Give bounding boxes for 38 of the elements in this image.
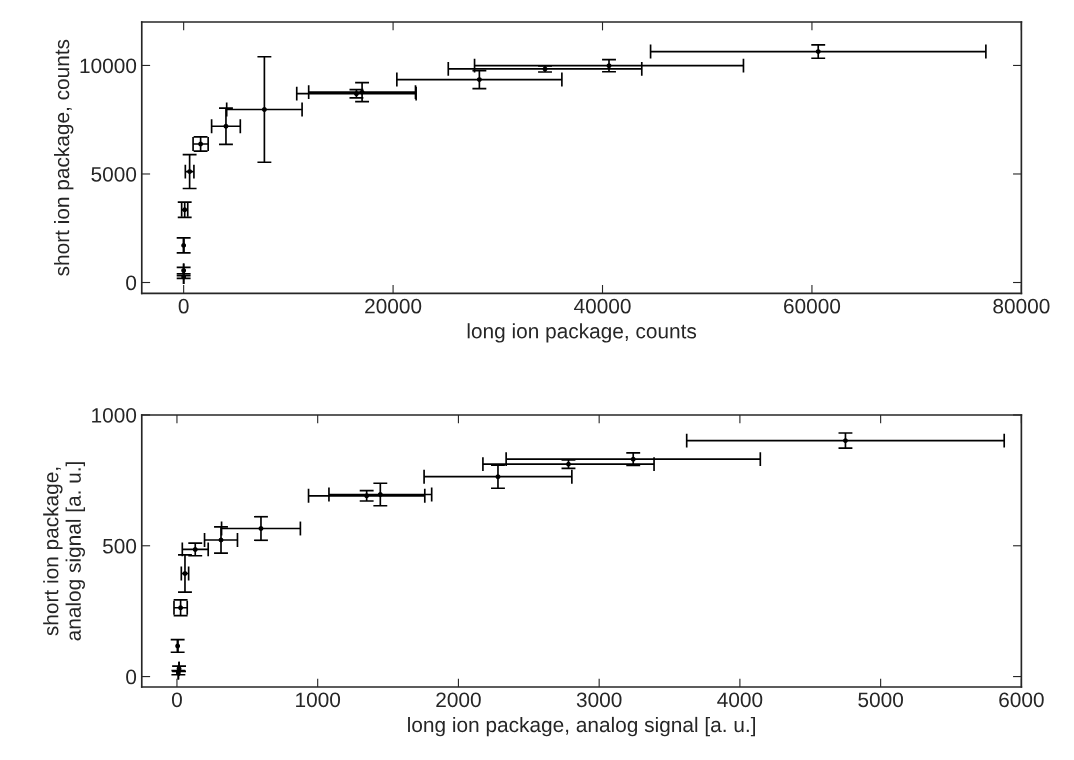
x-axis-title: long ion package, analog signal [a. u.] bbox=[408, 716, 755, 737]
y-tick-label: 500 bbox=[102, 538, 137, 554]
x-tick-label: 4000 bbox=[717, 692, 763, 708]
point bbox=[476, 77, 482, 82]
x-tick-label: 5000 bbox=[858, 692, 903, 708]
y-axis-title: short ion package, counts bbox=[54, 39, 74, 276]
point bbox=[364, 493, 370, 499]
y-tick-label: 0 bbox=[126, 275, 137, 291]
x-tick-label: 0 bbox=[178, 298, 189, 314]
point bbox=[218, 537, 224, 543]
point bbox=[178, 605, 184, 611]
x-axis-title: long ion package, counts bbox=[467, 323, 697, 343]
x-tick-label: 3000 bbox=[576, 692, 622, 708]
point bbox=[630, 456, 636, 462]
y-axis-title: short ion package, analog signal [a. u.] bbox=[43, 462, 86, 641]
point bbox=[258, 526, 264, 531]
y-tick-label: 10000 bbox=[80, 58, 137, 74]
point bbox=[495, 474, 501, 480]
x-tick-label: 80000 bbox=[993, 298, 1050, 314]
point bbox=[815, 49, 821, 54]
y-tick-label: 0 bbox=[126, 669, 137, 685]
y-tick-label: 1000 bbox=[92, 407, 137, 423]
point bbox=[223, 123, 229, 129]
point bbox=[192, 546, 198, 552]
y-tick-label: 5000 bbox=[91, 166, 137, 182]
point bbox=[198, 141, 204, 147]
x-tick-label: 1000 bbox=[296, 692, 341, 708]
x-tick-label: 60000 bbox=[784, 298, 841, 314]
x-tick-label: 2000 bbox=[436, 692, 481, 708]
point bbox=[261, 107, 267, 112]
point bbox=[606, 63, 612, 69]
point bbox=[359, 89, 365, 95]
x-tick-label: 6000 bbox=[999, 692, 1044, 708]
x-tick-label: 0 bbox=[171, 692, 182, 708]
point bbox=[377, 492, 383, 497]
point bbox=[843, 438, 848, 444]
x-tick-label: 20000 bbox=[365, 298, 422, 314]
x-tick-label: 40000 bbox=[574, 298, 631, 314]
